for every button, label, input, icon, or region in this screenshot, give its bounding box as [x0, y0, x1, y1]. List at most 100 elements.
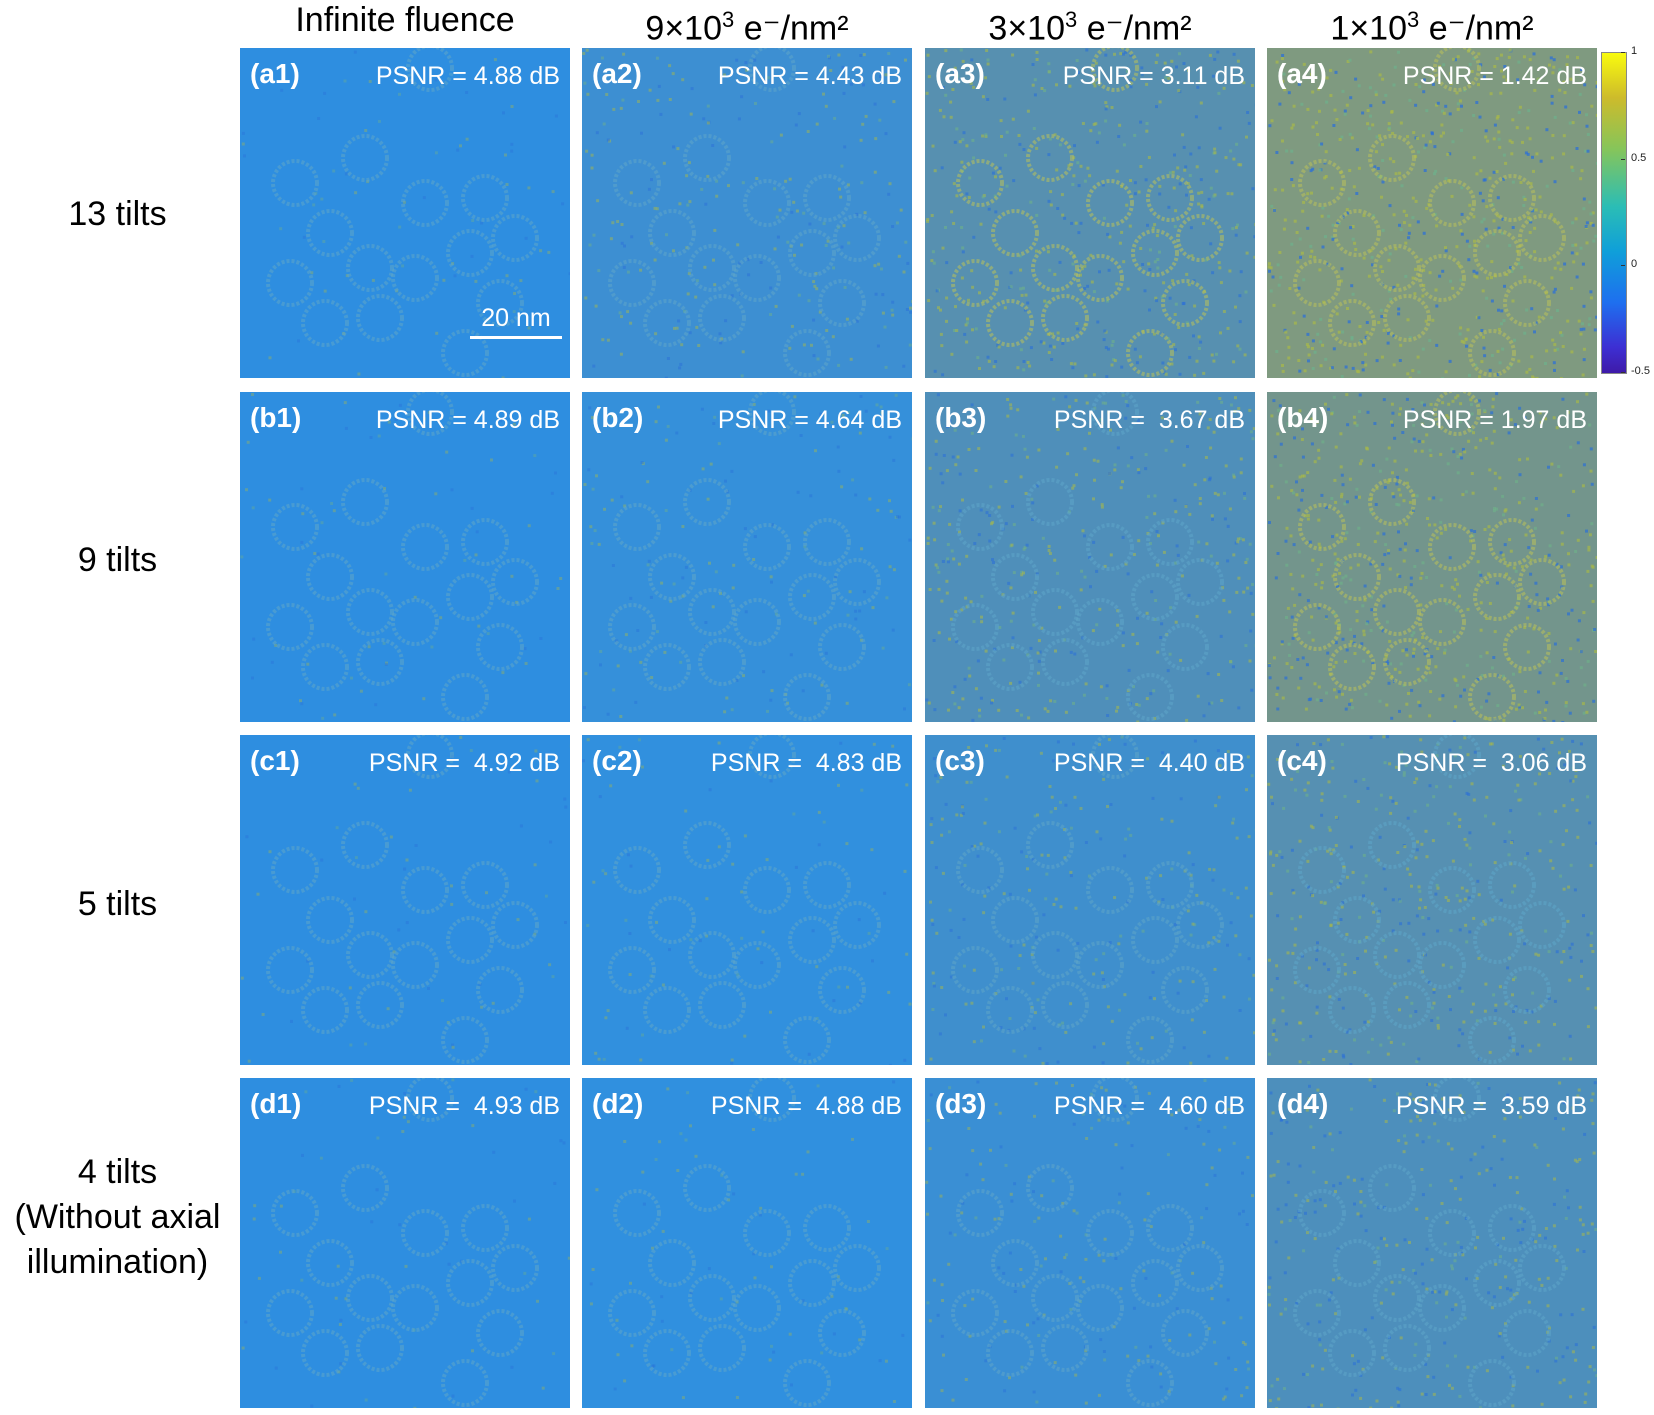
noise-speckle: [860, 638, 863, 642]
noise-speckle: [1323, 1204, 1327, 1208]
noise-speckle: [1387, 122, 1391, 126]
noise-speckle: [1501, 217, 1505, 221]
noise-speckle: [1399, 662, 1403, 666]
noise-speckle: [668, 64, 672, 68]
noise-speckle: [398, 225, 402, 229]
noise-speckle: [979, 842, 983, 846]
noise-speckle: [1307, 1061, 1311, 1064]
noise-speckle: [935, 289, 939, 293]
noise-speckle: [1415, 914, 1419, 918]
noise-speckle: [1243, 1342, 1247, 1346]
noise-speckle: [812, 354, 816, 358]
noise-speckle: [1571, 766, 1575, 770]
particle-ring: [1518, 1244, 1566, 1292]
noise-speckle: [1586, 149, 1590, 153]
noise-speckle: [602, 122, 606, 126]
particle-ring: [446, 229, 494, 277]
noise-speckle: [1090, 1126, 1094, 1130]
noise-speckle: [625, 1026, 629, 1030]
noise-speckle: [1158, 100, 1162, 104]
noise-speckle: [1075, 473, 1078, 477]
noise-speckle: [1490, 742, 1494, 746]
noise-speckle: [1212, 936, 1216, 940]
row-label-line: (Without axial: [14, 1198, 221, 1236]
noise-speckle: [1406, 816, 1410, 820]
particle-ring: [1293, 1289, 1341, 1337]
noise-speckle: [1381, 938, 1385, 942]
noise-speckle: [383, 487, 386, 490]
noise-speckle: [1084, 841, 1088, 844]
noise-speckle: [1531, 155, 1534, 159]
noise-speckle: [527, 186, 531, 190]
noise-speckle: [1364, 874, 1368, 878]
noise-speckle: [1356, 957, 1360, 960]
noise-speckle: [1538, 671, 1542, 675]
noise-speckle: [1147, 494, 1150, 498]
noise-speckle: [1449, 965, 1453, 969]
noise-speckle: [669, 599, 673, 603]
noise-speckle: [833, 116, 837, 120]
noise-speckle: [1550, 276, 1554, 280]
noise-speckle: [1270, 484, 1274, 488]
noise-speckle: [251, 506, 255, 510]
noise-speckle: [1140, 66, 1144, 70]
noise-speckle: [1523, 331, 1527, 335]
noise-speckle: [1404, 241, 1408, 245]
noise-speckle: [1145, 611, 1149, 615]
noise-speckle: [1526, 126, 1530, 130]
noise-speckle: [1316, 133, 1319, 136]
noise-speckle: [753, 1276, 757, 1280]
noise-speckle: [1517, 703, 1521, 707]
noise-speckle: [1521, 1227, 1525, 1231]
noise-speckle: [1046, 250, 1050, 254]
noise-speckle: [1121, 393, 1125, 397]
noise-speckle: [1322, 1058, 1326, 1061]
noise-speckle: [1253, 235, 1255, 239]
noise-speckle: [1590, 564, 1594, 568]
noise-speckle: [1413, 1353, 1417, 1357]
noise-speckle: [1420, 449, 1424, 453]
noise-speckle: [1564, 1216, 1568, 1220]
noise-speckle: [1581, 373, 1585, 377]
noise-speckle: [606, 138, 610, 142]
noise-speckle: [1272, 656, 1276, 660]
noise-speckle: [842, 224, 846, 228]
noise-speckle: [931, 505, 935, 509]
particle-ring: [1418, 254, 1466, 302]
noise-speckle: [1298, 475, 1302, 479]
noise-speckle: [1059, 1234, 1063, 1238]
noise-speckle: [1516, 78, 1520, 82]
noise-speckle: [1005, 997, 1008, 1001]
psnr-value: PSNR = 4.43 dB: [717, 62, 902, 90]
noise-speckle: [1569, 647, 1573, 651]
noise-speckle: [1084, 1401, 1088, 1405]
noise-speckle: [770, 523, 774, 527]
noise-speckle: [1408, 376, 1412, 378]
noise-speckle: [1430, 1006, 1434, 1010]
noise-speckle: [1465, 344, 1468, 348]
noise-speckle: [1327, 214, 1331, 218]
noise-speckle: [1329, 1291, 1333, 1295]
noise-speckle: [1502, 1108, 1506, 1112]
noise-speckle: [1109, 1252, 1113, 1256]
noise-speckle: [1496, 704, 1500, 708]
noise-speckle: [891, 225, 895, 228]
noise-speckle: [1222, 995, 1226, 999]
noise-speckle: [1173, 225, 1177, 229]
noise-speckle: [1195, 359, 1199, 363]
noise-speckle: [1022, 571, 1025, 575]
noise-speckle: [1039, 751, 1043, 755]
noise-speckle: [1586, 987, 1590, 991]
noise-speckle: [888, 565, 892, 569]
noise-speckle: [1551, 338, 1555, 342]
noise-speckle: [792, 200, 796, 204]
particle-ring: [748, 48, 796, 92]
particle-ring: [688, 931, 736, 979]
noise-speckle: [1174, 510, 1178, 514]
noise-speckle: [1480, 360, 1484, 364]
noise-speckle: [1182, 463, 1186, 467]
noise-speckle: [1589, 447, 1593, 451]
noise-speckle: [1369, 1406, 1373, 1408]
noise-speckle: [1145, 129, 1149, 133]
noise-speckle: [1460, 128, 1463, 132]
